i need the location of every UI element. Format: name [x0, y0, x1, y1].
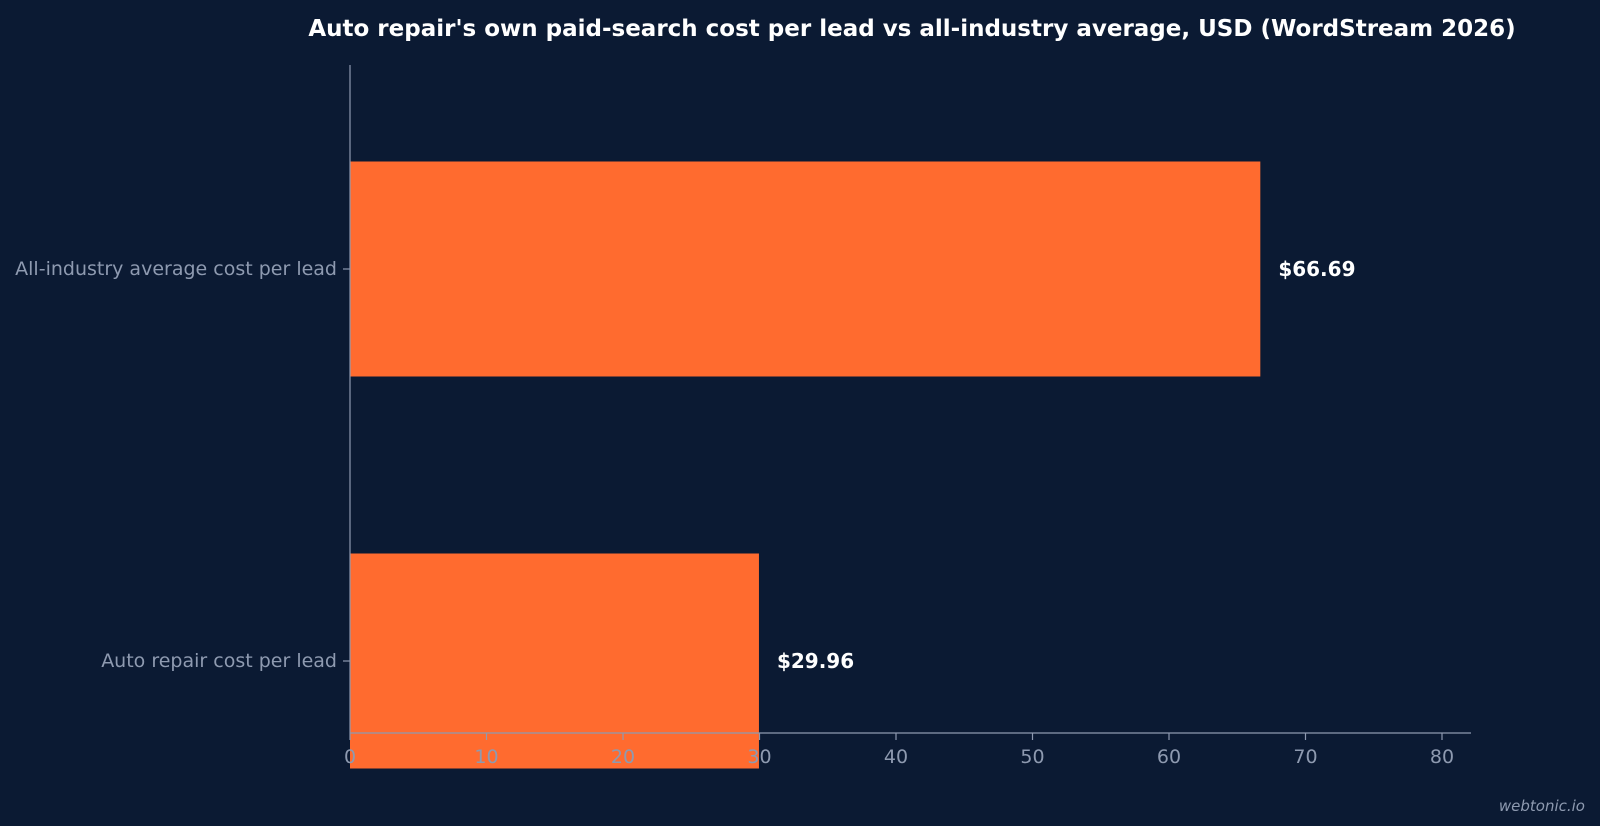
chart-title: Auto repair's own paid-search cost per l…	[308, 16, 1515, 42]
x-tick-label-3: 30	[747, 746, 771, 768]
x-tick-label-5: 50	[1020, 746, 1044, 768]
x-tick-label-2: 20	[611, 746, 635, 768]
value-label-1: $29.96	[777, 649, 854, 673]
value-label-0: $66.69	[1278, 257, 1355, 281]
x-tick-label-6: 60	[1157, 746, 1181, 768]
watermark-text: webtonic.io	[1499, 797, 1585, 815]
bar-1	[350, 553, 759, 769]
x-tick-label-4: 40	[884, 746, 908, 768]
bar-0	[350, 161, 1261, 377]
bars-layer	[350, 161, 1261, 769]
labels-layer: $66.69 All-industry average cost per lead…	[15, 257, 1355, 673]
x-tick-label-8: 80	[1430, 746, 1454, 768]
category-label-1: Auto repair cost per lead	[101, 650, 337, 672]
x-tick-label-0: 0	[344, 746, 356, 768]
x-tick-label-7: 70	[1293, 746, 1317, 768]
category-label-0: All-industry average cost per lead	[15, 258, 337, 280]
x-tick-label-1: 10	[474, 746, 498, 768]
x-ticks: 0 10 20 30 40 50 60 70 80	[343, 268, 1454, 768]
